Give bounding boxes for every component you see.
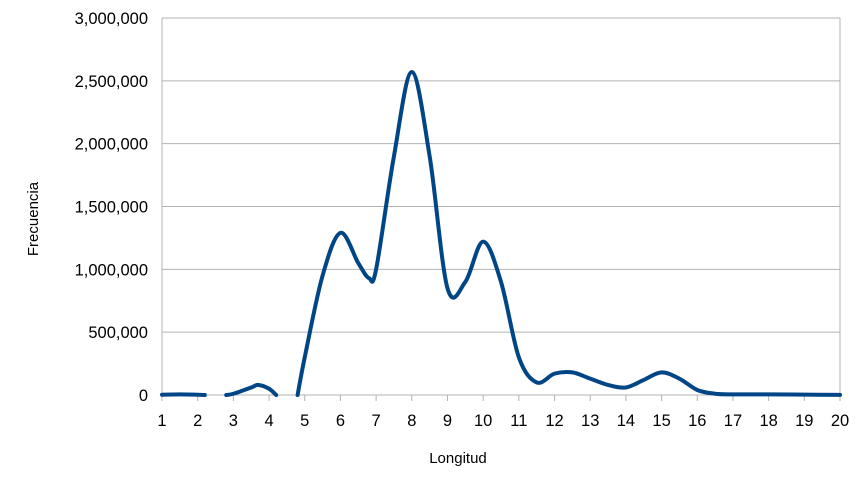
x-tick-label: 18 [759,412,777,430]
x-tick-label: 12 [545,412,563,430]
y-tick-label: 500,000 [88,324,148,342]
x-axis-title: Longitud [429,450,487,467]
series-line [224,382,279,397]
x-tick-label: 16 [688,412,706,430]
series-line [160,392,207,397]
x-tick-label: 5 [300,412,309,430]
x-tick-label: 3 [229,412,238,430]
x-axis-tick-labels: 1 2 3 4 5 6 7 8 9 10 11 12 13 14 15 16 17 18 19 20 [157,412,849,430]
y-tick-label: 1,000,000 [75,261,148,279]
y-tick-label: 0 [139,387,148,405]
x-tick-label: 20 [831,412,849,430]
y-tick-label: 3,000,000 [75,10,148,28]
x-axis [161,18,841,401]
x-tick-label: 1 [157,412,166,430]
y-axis-tick-labels: 0 500,000 1,000,000 1,500,000 2,000,000 2,500… [75,10,148,405]
x-tick-label: 7 [372,412,381,430]
x-tick-label: 4 [264,412,273,430]
x-tick-label: 10 [474,412,492,430]
x-tick-label: 9 [443,412,452,430]
y-tick-label: 2,500,000 [75,73,148,91]
y-tick-label: 1,500,000 [75,199,148,217]
x-tick-label: 19 [795,412,813,430]
x-tick-label: 8 [407,412,416,430]
x-tick-label: 13 [581,412,599,430]
x-tick-label: 17 [724,412,742,430]
x-tick-label: 15 [652,412,670,430]
series-line [295,70,842,397]
gridlines [162,17,840,333]
y-axis-title: Frecuencia [25,181,42,256]
x-tick-label: 2 [193,412,202,430]
x-tick-label: 14 [617,412,635,430]
plot-area [160,70,842,397]
x-tick-label: 6 [336,412,345,430]
x-tick-label: 11 [510,412,527,430]
y-tick-label: 2,000,000 [75,136,148,154]
